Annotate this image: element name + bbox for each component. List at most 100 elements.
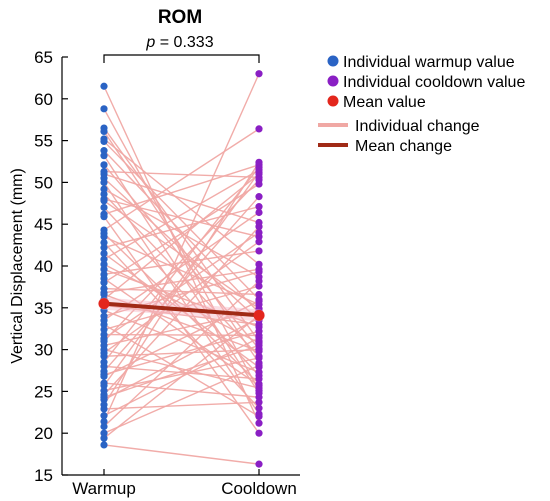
legend-marker — [327, 55, 339, 67]
warmup-point — [100, 229, 108, 237]
warmup-point — [100, 195, 108, 203]
individual-change-line — [103, 357, 260, 392]
warmup-point — [100, 434, 108, 442]
x-ticks: Warmup Cooldown — [72, 469, 297, 498]
cooldown-point — [255, 380, 263, 388]
individual-change-line — [103, 150, 260, 314]
mean-change-line — [103, 301, 260, 318]
cooldown-point — [255, 265, 263, 273]
cooldown-point — [255, 158, 263, 166]
p-value-annotation: p = 0.333 — [145, 34, 213, 51]
individual-change-line — [103, 344, 260, 398]
axes: 15 20 25 30 35 40 45 50 55 60 65 Warmup Cooldown Ve… — [9, 48, 300, 498]
cooldown-point — [255, 429, 263, 437]
y-tick-label: 30 — [34, 341, 53, 360]
cooldown-point — [255, 168, 263, 176]
legend-label: Individual warmup value — [343, 54, 515, 71]
mean-point-warmup — [98, 298, 110, 310]
cooldown-point — [255, 361, 263, 370]
cooldown-point — [255, 228, 263, 237]
warmup-point — [100, 417, 108, 426]
chart-title: ROM — [158, 7, 202, 28]
individual-change-line — [103, 171, 260, 386]
cooldown-point — [255, 176, 263, 184]
warmup-point — [100, 289, 108, 297]
warmup-point — [100, 161, 108, 169]
warmup-point — [100, 352, 108, 360]
warmup-point — [100, 137, 108, 146]
warmup-point — [100, 147, 108, 155]
y-tick-label: 35 — [34, 299, 53, 318]
warmup-point — [100, 393, 108, 401]
cooldown-point — [255, 290, 263, 299]
cooldown-point — [255, 260, 263, 268]
cooldown-point — [255, 460, 263, 468]
cooldown-point — [255, 238, 263, 246]
individual-change-line — [103, 73, 260, 422]
warmup-point — [100, 265, 108, 273]
individual-change-line — [103, 333, 260, 337]
cooldown-point — [255, 247, 263, 255]
warmup-point — [100, 335, 108, 343]
individual-change-line — [103, 169, 260, 260]
y-tick-label: 60 — [34, 90, 53, 109]
p-symbol: p — [145, 34, 155, 51]
cooldown-point — [255, 223, 263, 231]
individual-change-line — [103, 364, 260, 434]
individual-change-line — [103, 277, 260, 387]
significance-bracket: p = 0.333 — [103, 34, 260, 63]
warmup-point — [100, 249, 108, 258]
mean-point-cooldown — [253, 309, 265, 321]
warmup-point — [100, 127, 108, 136]
warmup-point — [100, 381, 108, 390]
cooldown-point — [255, 193, 263, 201]
individual-change-line — [103, 231, 260, 340]
p-value: = 0.333 — [155, 34, 213, 51]
cooldown-point — [255, 354, 263, 362]
warmup-point — [100, 422, 108, 431]
warmup-point — [100, 190, 108, 198]
individual-change-line — [103, 173, 260, 300]
individual-change-line — [103, 317, 260, 401]
individual-change-line — [103, 314, 260, 439]
individual-change-line — [103, 198, 260, 238]
legend-label: Individual change — [355, 118, 480, 135]
cooldown-point — [255, 203, 263, 211]
plot-area — [98, 70, 265, 468]
cooldown-point — [255, 297, 263, 305]
y-ticks: 15 20 25 30 35 40 45 50 55 60 65 — [34, 48, 68, 485]
legend-marker — [327, 75, 339, 87]
warmup-point — [100, 260, 108, 268]
individual-change-line — [103, 268, 260, 294]
individual-change-line — [103, 205, 260, 249]
y-tick-label: 50 — [34, 173, 53, 192]
individual-change-line — [103, 310, 260, 347]
warmup-point — [100, 429, 108, 437]
warmup-point — [100, 82, 108, 90]
legend-label: Mean value — [343, 94, 426, 111]
y-tick-label: 55 — [34, 132, 53, 151]
individual-change-lines — [103, 73, 260, 465]
legend-label: Mean change — [355, 138, 452, 155]
warmup-point — [100, 178, 108, 186]
legend-marker — [327, 95, 339, 107]
individual-change-line — [103, 173, 260, 224]
warmup-point — [100, 325, 108, 334]
warmup-point — [100, 362, 108, 370]
cooldown-point — [255, 327, 263, 335]
cooldown-point — [255, 163, 263, 171]
warmup-point — [100, 255, 108, 263]
individual-change-line — [103, 401, 260, 410]
cooldown-point — [255, 404, 263, 412]
individual-change-line — [103, 200, 260, 310]
individual-change-line — [103, 271, 260, 317]
warmup-point — [100, 213, 108, 221]
individual-points — [100, 70, 263, 468]
legend: Individual warmup value Individual cooldo… — [318, 54, 525, 155]
warmup-point — [100, 320, 108, 329]
x-tick-label: Cooldown — [221, 479, 297, 498]
warmup-point — [100, 238, 108, 247]
individual-change-line — [103, 128, 260, 231]
y-axis-label: Vertical Displacement (mm) — [9, 168, 26, 364]
